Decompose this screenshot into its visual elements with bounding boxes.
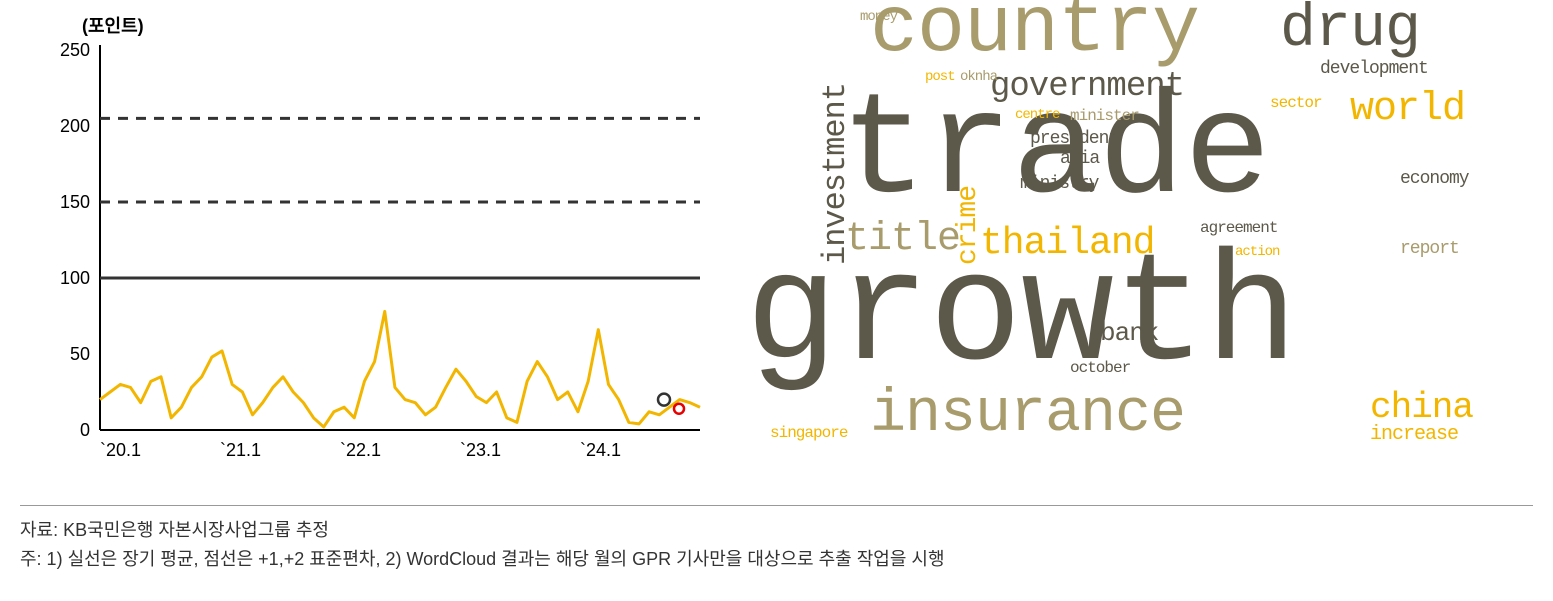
wordcloud-word: increase (1370, 425, 1458, 445)
wordcloud-word: insurance (870, 385, 1185, 445)
wordcloud-word: economy (1400, 170, 1469, 188)
svg-text:`24.1: `24.1 (580, 440, 621, 460)
wordcloud-word: post (925, 70, 955, 84)
wordcloud-word: minister (1070, 108, 1139, 124)
wordcloud-word: president (1030, 130, 1118, 148)
wordcloud-panel: growthtradecountryinsurancedrugworldgove… (760, 10, 1500, 460)
wordcloud-word: development (1320, 60, 1428, 78)
wordcloud-word: thailand (980, 225, 1154, 263)
wordcloud-word: investment (820, 83, 852, 265)
wordcloud-word: asia (1060, 150, 1099, 168)
wordcloud-word: crime (955, 186, 983, 265)
svg-text:0: 0 (80, 420, 90, 440)
svg-text:200: 200 (60, 116, 90, 136)
wordcloud-word: title (845, 220, 960, 260)
wordcloud-word: ministry (1020, 175, 1098, 193)
svg-text:150: 150 (60, 192, 90, 212)
line-chart-panel: (포인트) 0 50 100 150 200 250 `20.1 `21.1 `22.1 `23.1… (20, 10, 720, 485)
charts-row: (포인트) 0 50 100 150 200 250 `20.1 `21.1 `22.1 `23.1… (20, 10, 1533, 485)
wordcloud-word: singapore (770, 425, 847, 441)
wordcloud-word: bank (1100, 320, 1158, 346)
wordcloud-word: report (1400, 240, 1459, 258)
footer: 자료: KB국민은행 자본시장사업그룹 추정 주: 1) 실선은 장기 평균, … (20, 505, 1533, 574)
line-chart: (포인트) 0 50 100 150 200 250 `20.1 `21.1 `22.1 `23.1… (20, 10, 720, 480)
note-line: 주: 1) 실선은 장기 평균, 점선은 +1,+2 표준편차, 2) Word… (20, 545, 1533, 574)
svg-text:`20.1: `20.1 (100, 440, 141, 460)
wordcloud-word: money (860, 10, 897, 24)
wordcloud-word: china (1370, 390, 1473, 426)
source-line: 자료: KB국민은행 자본시장사업그룹 추정 (20, 516, 1533, 545)
figure-container: (포인트) 0 50 100 150 200 250 `20.1 `21.1 `22.1 `23.1… (0, 0, 1553, 584)
wordcloud-word: october (1070, 360, 1130, 376)
wordcloud-word: drug (1280, 0, 1420, 60)
wordcloud-word: government (990, 70, 1184, 104)
wordcloud-word: country (870, 0, 1199, 70)
svg-text:(포인트): (포인트) (82, 16, 144, 36)
wordcloud-word: world (1350, 90, 1465, 130)
wordcloud-word: action (1235, 245, 1279, 259)
wordcloud-word: centre (1015, 108, 1059, 122)
svg-text:`21.1: `21.1 (220, 440, 261, 460)
svg-text:50: 50 (70, 344, 90, 364)
svg-text:250: 250 (60, 40, 90, 60)
wordcloud-word: sector (1270, 95, 1322, 111)
wordcloud-word: oknha (960, 70, 997, 84)
svg-text:`23.1: `23.1 (460, 440, 501, 460)
svg-text:100: 100 (60, 268, 90, 288)
wordcloud-word: agreement (1200, 220, 1277, 236)
svg-text:`22.1: `22.1 (340, 440, 381, 460)
